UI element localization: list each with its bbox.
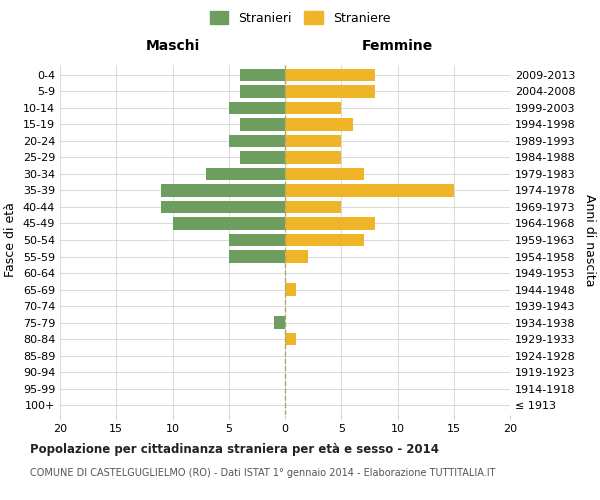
Bar <box>274 316 285 328</box>
Bar <box>285 184 454 196</box>
Bar <box>285 168 364 180</box>
Bar <box>229 234 285 246</box>
Bar <box>240 118 285 130</box>
Text: COMUNE DI CASTELGUGLIELMO (RO) - Dati ISTAT 1° gennaio 2014 - Elaborazione TUTTI: COMUNE DI CASTELGUGLIELMO (RO) - Dati IS… <box>30 468 496 477</box>
Y-axis label: Anni di nascita: Anni di nascita <box>583 194 596 286</box>
Bar <box>161 201 285 213</box>
Bar <box>285 333 296 345</box>
Bar <box>285 118 353 130</box>
Bar <box>285 218 375 230</box>
Bar <box>161 184 285 196</box>
Text: Femmine: Femmine <box>362 40 433 54</box>
Bar <box>285 250 308 262</box>
Text: Popolazione per cittadinanza straniera per età e sesso - 2014: Popolazione per cittadinanza straniera p… <box>30 442 439 456</box>
Bar <box>240 85 285 98</box>
Bar <box>240 68 285 81</box>
Bar <box>285 135 341 147</box>
Y-axis label: Fasce di età: Fasce di età <box>4 202 17 278</box>
Bar <box>285 85 375 98</box>
Bar <box>240 152 285 164</box>
Bar <box>229 102 285 114</box>
Bar <box>173 218 285 230</box>
Bar <box>285 201 341 213</box>
Bar <box>285 68 375 81</box>
Bar <box>206 168 285 180</box>
Bar <box>285 234 364 246</box>
Bar <box>285 102 341 114</box>
Bar <box>229 250 285 262</box>
Bar <box>229 135 285 147</box>
Bar <box>285 284 296 296</box>
Text: Maschi: Maschi <box>145 40 200 54</box>
Bar <box>285 152 341 164</box>
Legend: Stranieri, Straniere: Stranieri, Straniere <box>209 11 391 25</box>
